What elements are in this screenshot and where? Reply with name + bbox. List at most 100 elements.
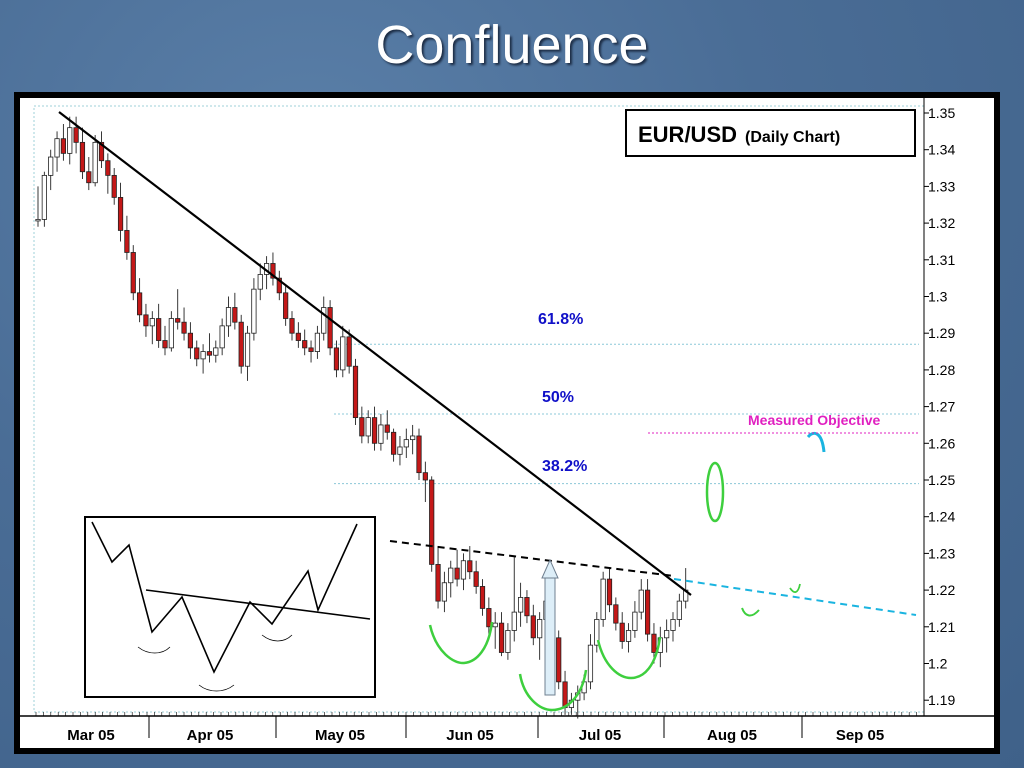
candle xyxy=(498,612,505,657)
x-tick-label: Jul 05 xyxy=(579,727,622,744)
candle xyxy=(600,571,606,627)
candle xyxy=(492,612,498,649)
inset-pattern-box xyxy=(84,516,376,698)
candle xyxy=(410,424,416,455)
inset-left-arc xyxy=(137,646,171,654)
x-tick-label: Sep 05 xyxy=(836,727,884,744)
projected-tiny-arc xyxy=(789,583,801,593)
candle xyxy=(340,325,346,378)
neckline-projection xyxy=(673,578,917,616)
candle xyxy=(676,593,682,627)
fib-382-label: 38.2% xyxy=(542,458,587,475)
candle xyxy=(181,307,187,341)
candle xyxy=(73,116,79,154)
candle xyxy=(79,127,86,180)
candle xyxy=(276,270,282,301)
candle xyxy=(175,289,181,330)
candle xyxy=(48,149,54,191)
candle xyxy=(333,340,340,378)
candle xyxy=(403,428,409,458)
y-tick-label: 1.22 xyxy=(928,582,955,598)
candle xyxy=(460,553,467,591)
inset-pattern-line xyxy=(91,521,358,674)
candle xyxy=(429,476,435,572)
candle xyxy=(35,186,41,227)
candle xyxy=(168,311,174,352)
candle xyxy=(587,634,594,690)
candle xyxy=(473,560,479,594)
candle xyxy=(54,131,60,172)
descending-trendline xyxy=(58,111,692,596)
y-tick-label: 1.27 xyxy=(928,399,955,415)
candle xyxy=(479,579,486,616)
candle xyxy=(41,171,47,227)
candle xyxy=(232,292,238,330)
candle xyxy=(206,333,213,363)
candle xyxy=(556,630,562,690)
y-tick-label: 1.28 xyxy=(928,362,955,378)
chart-frame: Measured Objective 61.8% 50% 38.2% EUR/U… xyxy=(14,92,1000,754)
candle xyxy=(238,314,244,374)
candle xyxy=(632,601,638,638)
y-tick-label: 1.21 xyxy=(928,619,955,635)
objective-arc xyxy=(806,431,826,453)
candle xyxy=(619,612,625,649)
candle xyxy=(143,303,149,337)
y-tick-label: 1.25 xyxy=(928,472,955,488)
candle xyxy=(467,546,473,580)
candle xyxy=(422,461,428,503)
y-tick-label: 1.33 xyxy=(928,178,955,194)
candle xyxy=(359,406,365,444)
candle xyxy=(486,597,492,635)
candle xyxy=(397,435,403,466)
candle xyxy=(664,619,670,653)
candle xyxy=(257,263,263,301)
candle xyxy=(289,311,295,341)
candle xyxy=(111,168,117,205)
chart-subtitle: (Daily Chart) xyxy=(745,129,840,146)
y-tick-label: 1.29 xyxy=(928,325,955,341)
chart-title: EUR/USD (Daily Chart) xyxy=(638,122,840,147)
candle xyxy=(200,344,206,374)
left-shoulder-arc xyxy=(428,621,494,665)
candle xyxy=(308,340,314,363)
fib-618-label: 61.8% xyxy=(538,311,583,328)
candle xyxy=(149,311,155,345)
candle xyxy=(346,329,352,374)
candle xyxy=(156,303,162,348)
right-shoulder-arc xyxy=(596,636,662,680)
candle xyxy=(67,116,73,165)
inset-head-arc xyxy=(198,684,235,692)
candle xyxy=(251,278,257,341)
candle xyxy=(105,153,111,194)
candle xyxy=(194,340,200,367)
projected-ellipse xyxy=(705,461,725,523)
candle xyxy=(162,325,168,356)
eurusd-chart: Measured Objective 61.8% 50% 38.2% EUR/U… xyxy=(20,98,994,748)
candle xyxy=(384,410,390,440)
candle xyxy=(219,318,225,356)
candle xyxy=(378,413,384,451)
candle xyxy=(213,340,219,363)
candle xyxy=(187,322,193,359)
candle xyxy=(225,296,232,337)
chart-title-box xyxy=(625,109,916,157)
y-tick-label: 1.32 xyxy=(928,215,955,231)
candle xyxy=(505,623,511,660)
candle xyxy=(435,546,441,609)
candle xyxy=(511,557,517,642)
y-tick-label: 1.23 xyxy=(928,545,955,561)
head-arc xyxy=(518,669,588,712)
candle xyxy=(448,560,454,598)
candle xyxy=(130,245,136,301)
candle xyxy=(98,131,105,169)
y-tick-labels: 1.35 1.34 1.33 1.32 1.31 1.3 1.29 1.28 1.27 1.26 1… xyxy=(924,105,955,708)
candle xyxy=(244,325,251,381)
candle xyxy=(302,329,308,356)
inset-right-arc xyxy=(261,634,293,642)
candle xyxy=(524,590,530,624)
candle xyxy=(327,300,333,356)
candle xyxy=(537,612,543,660)
candle xyxy=(670,612,676,642)
candle xyxy=(321,296,327,341)
